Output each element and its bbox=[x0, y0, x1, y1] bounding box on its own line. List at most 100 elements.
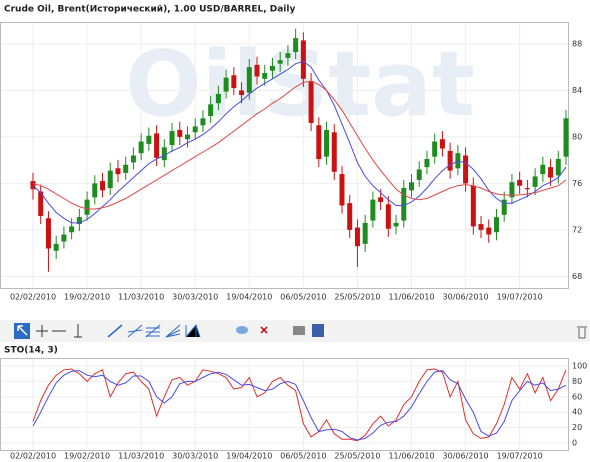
candle-body bbox=[192, 126, 198, 133]
delete-tool[interactable] bbox=[260, 326, 268, 334]
x-tick-label: 19/04/2010 bbox=[226, 452, 272, 461]
candle-body bbox=[486, 227, 492, 235]
x-tick-label: 11/06/2010 bbox=[388, 452, 434, 461]
candle-body bbox=[385, 204, 391, 229]
channel-tool[interactable] bbox=[127, 324, 143, 338]
candle-body bbox=[115, 168, 121, 175]
candle-body bbox=[416, 169, 422, 180]
candle-body bbox=[138, 141, 144, 154]
crosshair-tool[interactable] bbox=[36, 325, 48, 337]
candle-body bbox=[455, 153, 461, 169]
candle-body bbox=[277, 60, 283, 64]
toolbar bbox=[0, 320, 590, 342]
candle-body bbox=[130, 155, 136, 163]
y-tick-label: 88 bbox=[572, 39, 582, 48]
y-tick-label: 80 bbox=[572, 377, 582, 386]
candle-body bbox=[177, 129, 183, 137]
candle-body bbox=[184, 134, 190, 140]
y-tick-label: 68 bbox=[572, 272, 582, 281]
candle-body bbox=[30, 181, 36, 190]
x-tick-label: 19/02/2010 bbox=[64, 452, 110, 461]
candle-body bbox=[378, 197, 384, 202]
chart-title: Crude Oil, Brent(Исторический), 1.00 USD… bbox=[4, 5, 295, 15]
candle-body bbox=[61, 234, 67, 242]
candle-body bbox=[347, 203, 353, 230]
x-tick-label: 11/03/2010 bbox=[118, 293, 164, 302]
x-tick-label: 19/07/2010 bbox=[497, 452, 543, 461]
candle-body bbox=[524, 188, 530, 190]
y-tick-label: 0 bbox=[572, 439, 577, 448]
x-tick-label: 19/02/2010 bbox=[64, 293, 110, 302]
y-tick-label: 76 bbox=[572, 179, 582, 188]
candle-body bbox=[339, 174, 345, 206]
candle-body bbox=[540, 164, 546, 175]
sto-title: STO(14, 3) bbox=[4, 346, 58, 356]
y-tick-label: 60 bbox=[572, 392, 582, 401]
candle-body bbox=[231, 75, 237, 89]
candle-body bbox=[308, 81, 314, 123]
x-tick-label: 30/06/2010 bbox=[443, 293, 489, 302]
candle-body bbox=[409, 182, 415, 191]
candle-body bbox=[470, 185, 476, 227]
candle-body bbox=[285, 53, 291, 58]
save-tool[interactable] bbox=[312, 324, 324, 337]
line bbox=[32, 370, 567, 441]
candle-body bbox=[439, 139, 445, 149]
candle-body bbox=[208, 104, 214, 116]
candle-body bbox=[200, 118, 206, 126]
candle-body bbox=[324, 129, 330, 157]
x-tick-label: 06/05/2010 bbox=[280, 452, 326, 461]
candle-body bbox=[300, 40, 306, 79]
trash-tool[interactable] bbox=[577, 326, 587, 339]
candle-body bbox=[246, 67, 252, 93]
candle-body bbox=[161, 147, 167, 161]
arc-tool[interactable] bbox=[185, 323, 201, 338]
candle-body bbox=[100, 181, 106, 191]
line bbox=[32, 60, 567, 224]
candle-body bbox=[107, 170, 113, 189]
x-tick-label: 06/05/2010 bbox=[280, 293, 326, 302]
candle-body bbox=[362, 222, 368, 244]
candle-body bbox=[447, 150, 453, 171]
comment-tool[interactable] bbox=[236, 326, 248, 334]
candle-body bbox=[169, 131, 175, 146]
candle-body bbox=[69, 226, 75, 233]
y-tick-label: 84 bbox=[572, 86, 582, 95]
candle-body bbox=[45, 218, 51, 249]
x-tick-label: 11/03/2010 bbox=[118, 452, 164, 461]
trend-tool[interactable] bbox=[107, 324, 123, 338]
y-tick-label: 72 bbox=[572, 225, 582, 234]
x-tick-label: 25/05/2010 bbox=[334, 293, 380, 302]
candle-body bbox=[532, 176, 538, 187]
x-tick-label: 30/06/2010 bbox=[443, 452, 489, 461]
candle-body bbox=[331, 132, 337, 172]
candle-body bbox=[478, 224, 484, 230]
candle-body bbox=[401, 188, 407, 221]
candle-body bbox=[548, 167, 554, 178]
print-tool[interactable] bbox=[293, 326, 305, 335]
candle-body bbox=[154, 133, 160, 158]
candle-body bbox=[254, 64, 260, 77]
x-tick-label: 30/03/2010 bbox=[172, 452, 218, 461]
candle-body bbox=[316, 125, 322, 159]
candle-body bbox=[38, 191, 44, 216]
fib-tool[interactable] bbox=[145, 324, 161, 338]
fan-tool[interactable] bbox=[165, 324, 181, 338]
vline-tool[interactable] bbox=[74, 324, 82, 338]
x-tick-label: 19/04/2010 bbox=[226, 293, 272, 302]
y-tick-label: 100 bbox=[572, 361, 587, 370]
candle-body bbox=[53, 243, 59, 251]
candle-body bbox=[517, 179, 523, 186]
candle-body bbox=[269, 66, 275, 71]
x-tick-label: 30/03/2010 bbox=[172, 293, 218, 302]
candle-body bbox=[393, 222, 399, 227]
candle-body bbox=[555, 158, 561, 176]
candle-body bbox=[293, 38, 299, 53]
x-tick-label: 19/07/2010 bbox=[497, 293, 543, 302]
candle-body bbox=[146, 135, 152, 144]
candle-body bbox=[501, 199, 507, 215]
candle-body bbox=[223, 77, 229, 92]
x-tick-label: 02/02/2010 bbox=[10, 452, 56, 461]
